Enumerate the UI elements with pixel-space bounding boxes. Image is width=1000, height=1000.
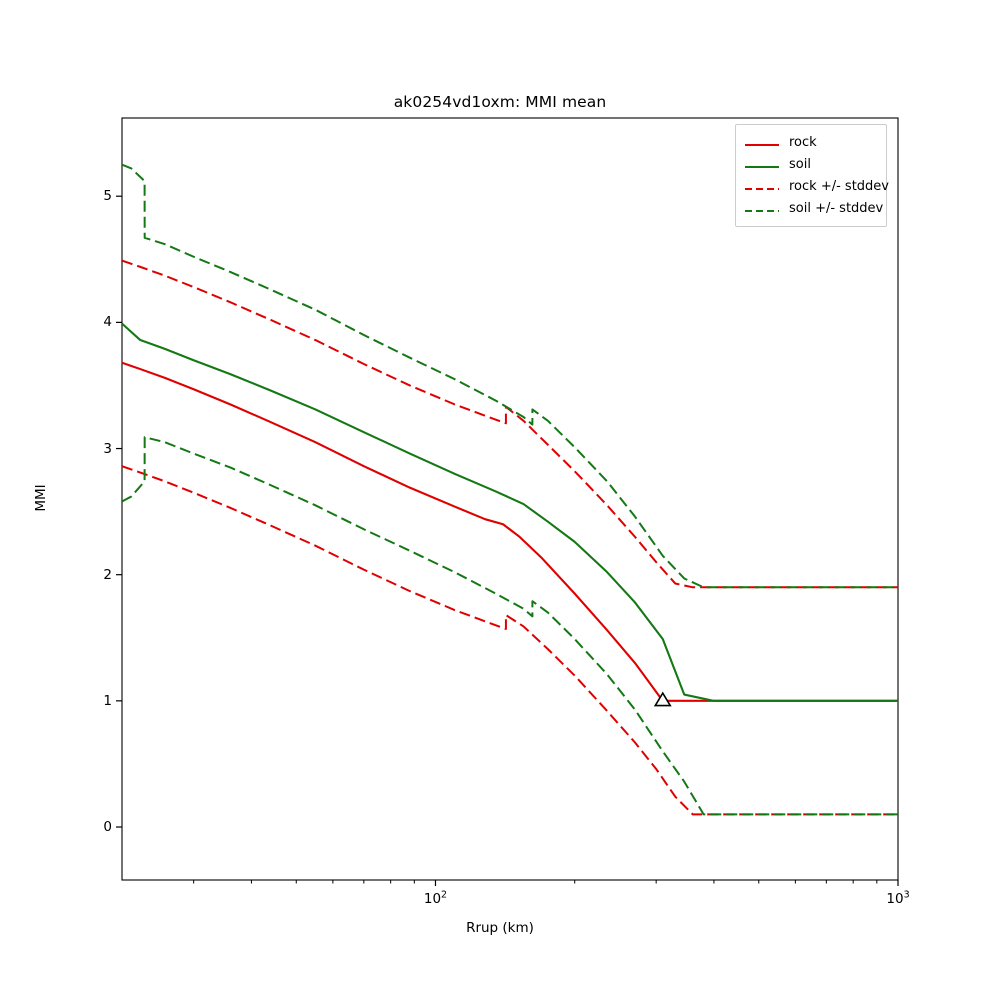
legend-label: rock (789, 134, 817, 150)
y-tick-label: 2 (103, 566, 112, 583)
page-title: ak0254vd1oxm: MMI mean (393, 93, 607, 111)
y-tick-label: 3 (103, 440, 112, 457)
y-tick-label: 0 (103, 819, 112, 835)
series-line-rock (122, 361, 898, 702)
x-axis-major-ticks (434, 880, 899, 886)
station-marker-triangle-icon (653, 691, 672, 707)
legend-label: soil +/- stddev (789, 200, 884, 216)
legend-item: soil +/- stddev (744, 197, 883, 219)
series-line-soil_plus_stddev (122, 163, 898, 589)
legend-item: rock (744, 131, 878, 153)
data-curves (122, 163, 898, 816)
legend: rock soil rock +/- stddev soil +/- stddev (735, 124, 889, 227)
legend-item: soil (744, 153, 878, 175)
legend-label: soil (789, 156, 811, 172)
y-tick-label: 4 (103, 314, 112, 331)
series-line-soil (122, 322, 898, 702)
x-tick-label: 102 (423, 889, 448, 907)
legend-swatch-dashed (744, 202, 780, 214)
legend-label: rock +/- stddev (789, 178, 889, 194)
x-axis-label: Rrup (km) (466, 920, 534, 936)
legend-swatch-solid (744, 158, 780, 170)
y-axis-label: MMI (33, 484, 49, 512)
y-tick-label: 5 (103, 188, 112, 205)
legend-swatch-solid (744, 136, 780, 148)
legend-swatch-dashed (744, 180, 780, 192)
x-axis-minor-ticks (193, 880, 878, 884)
y-tick-label: 1 (103, 692, 112, 709)
series-line-rock_minus_stddev (122, 465, 898, 816)
legend-item: rock +/- stddev (744, 175, 889, 197)
x-tick-label: 103 (886, 889, 910, 907)
y-axis-major-ticks (116, 195, 122, 828)
series-line-soil_minus_stddev (122, 436, 898, 816)
